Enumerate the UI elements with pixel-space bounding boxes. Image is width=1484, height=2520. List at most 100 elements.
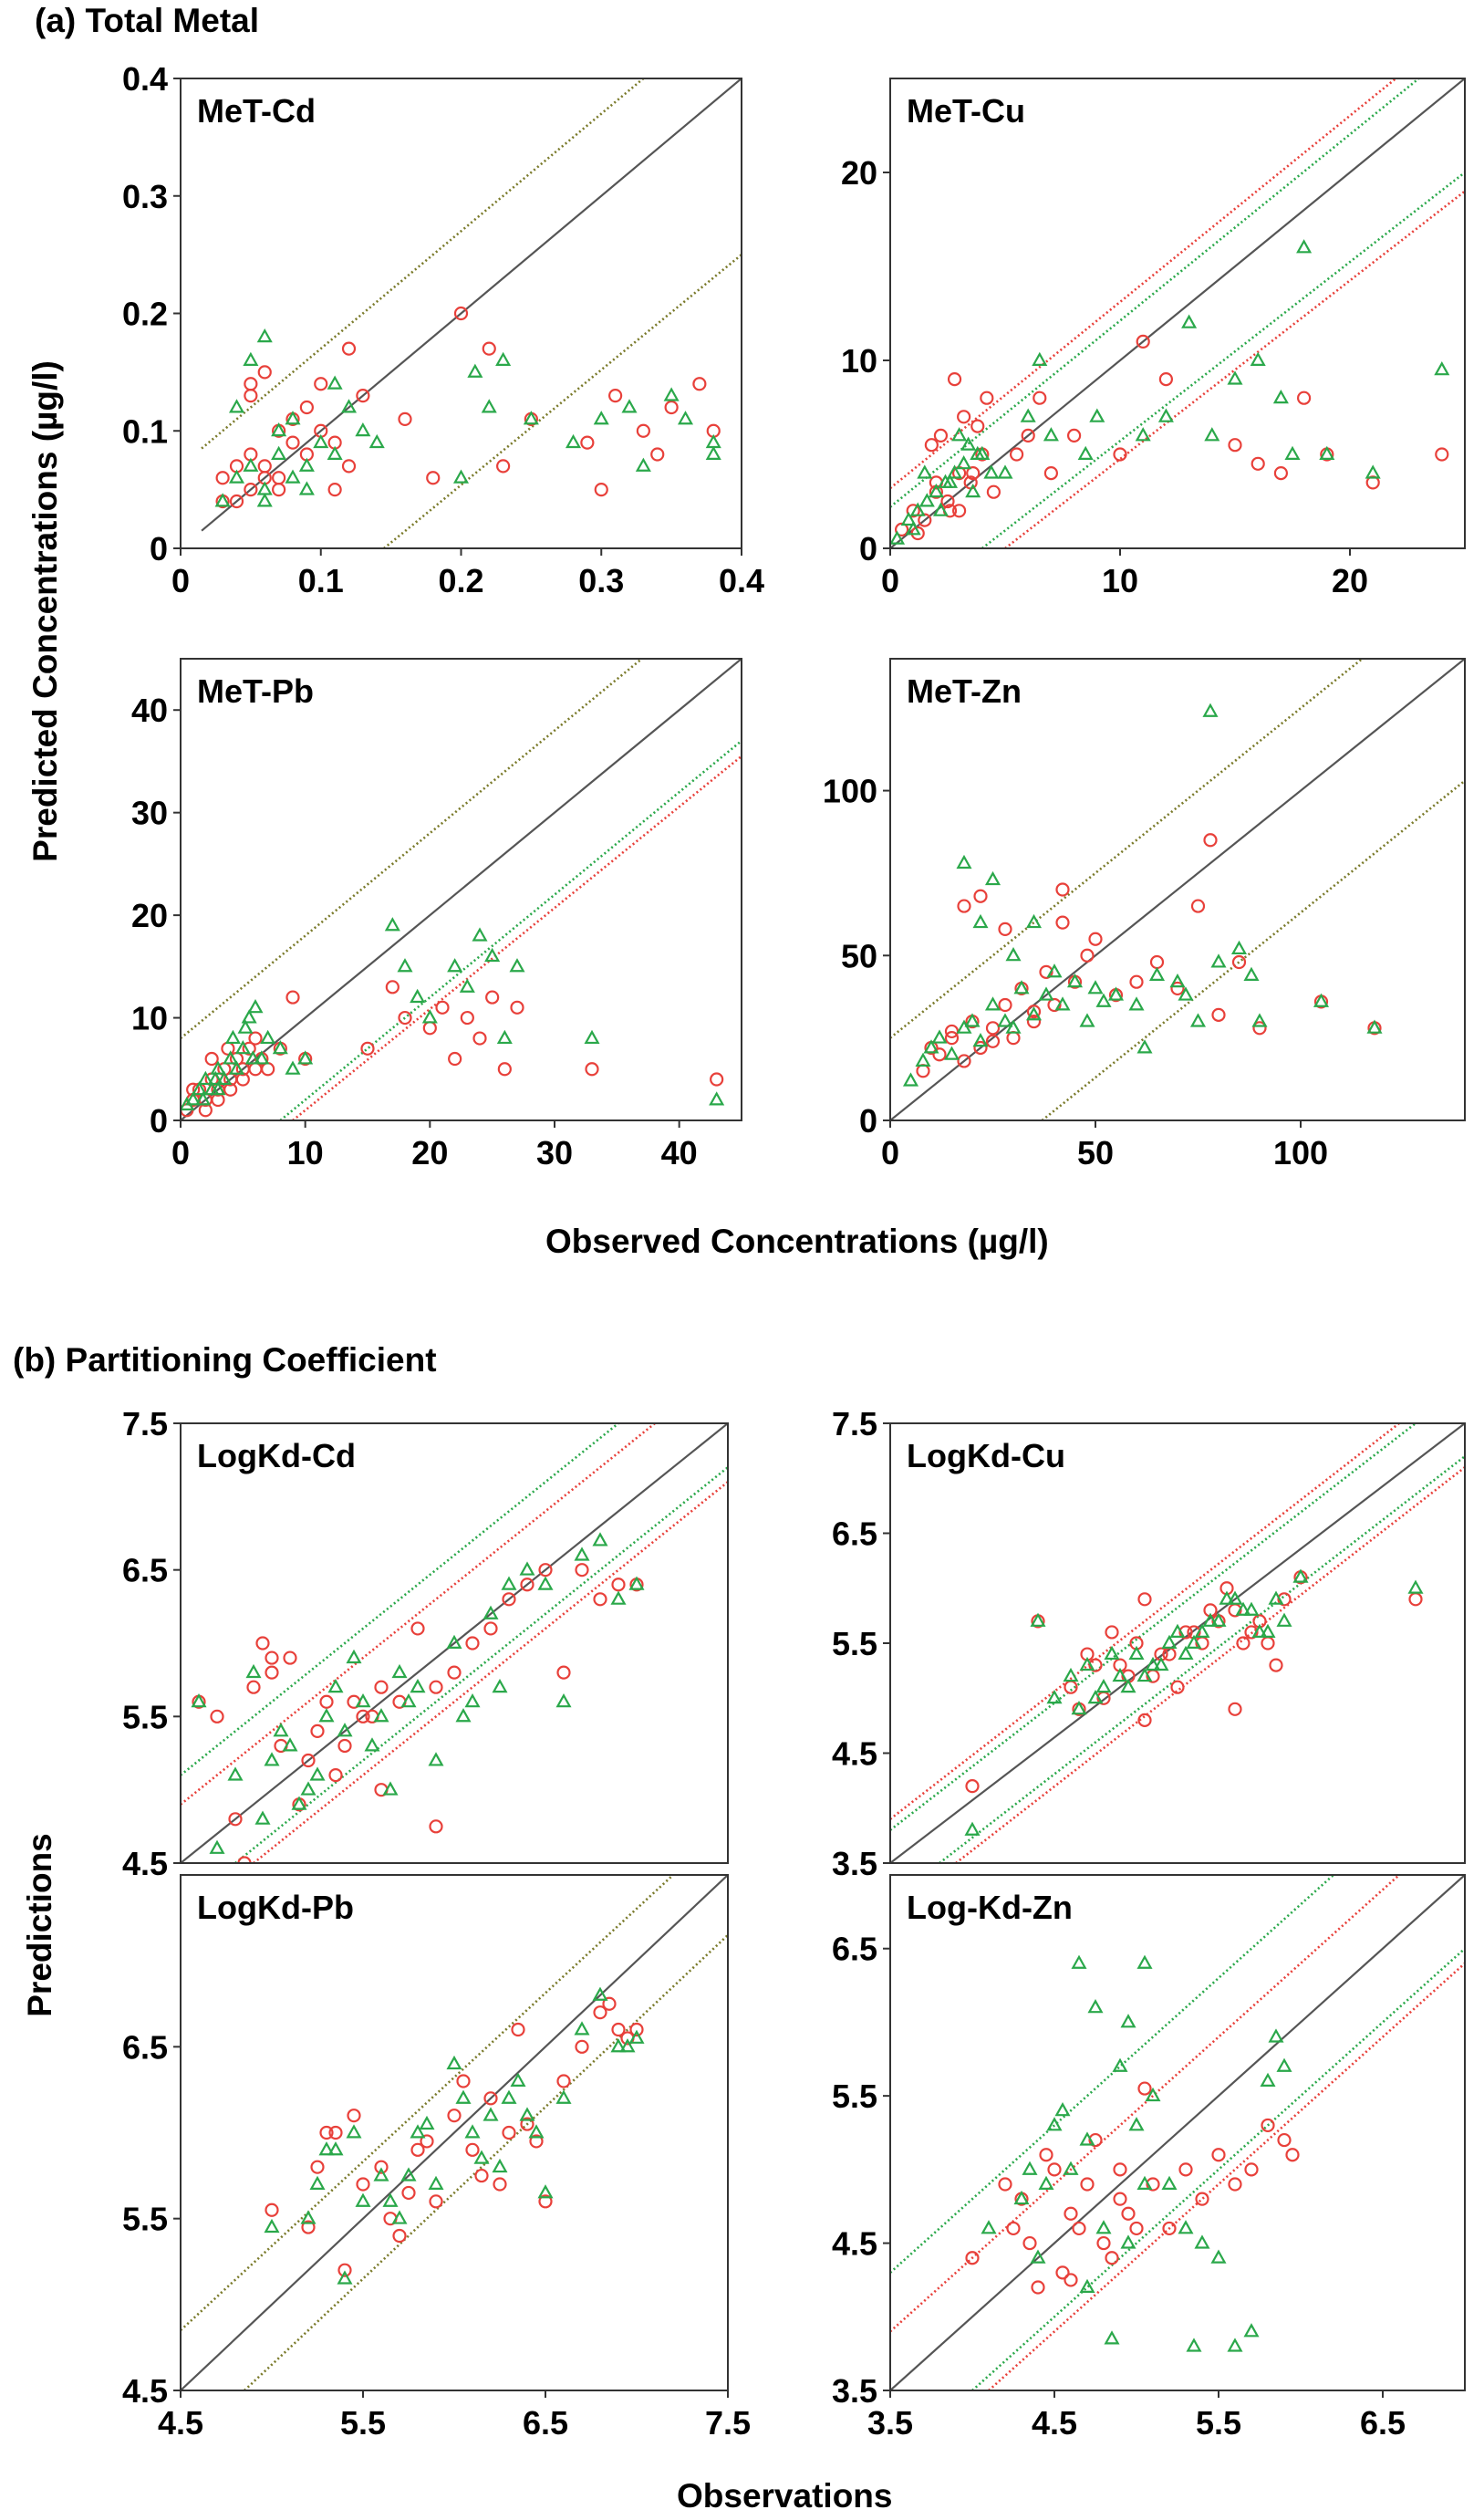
data-point-green (970, 445, 986, 460)
data-point-red (1033, 390, 1047, 405)
y-tick-label: 20 (131, 897, 168, 934)
data-point-green (902, 1072, 919, 1087)
data-point-green (1136, 2175, 1153, 2190)
one-to-one-line (181, 659, 742, 1120)
data-point-red (1009, 447, 1024, 462)
data-point-green (1079, 1656, 1095, 1671)
data-point-green (191, 1693, 207, 1708)
data-point-red (1408, 1592, 1423, 1607)
data-point-red (611, 1578, 626, 1592)
data-point-red (429, 2194, 443, 2209)
data-point-red (940, 494, 955, 509)
data-point-red (965, 1779, 980, 1794)
data-point-red (447, 1665, 462, 1680)
data-point-green (340, 399, 358, 413)
data-point-red (1105, 1625, 1119, 1640)
plot-frame (889, 658, 1466, 1121)
data-point-green (271, 422, 287, 437)
data-point-green (663, 387, 680, 401)
data-point-green (1095, 1678, 1112, 1693)
data-point-green (972, 1033, 989, 1047)
data-point-green (1243, 1601, 1260, 1616)
data-point-red (429, 1819, 443, 1834)
data-point-red (1228, 1702, 1242, 1716)
data-point-green (1194, 1623, 1210, 1638)
data-point-green (574, 1546, 590, 1561)
data-point-green (1235, 1601, 1251, 1616)
plot-area-1 (890, 78, 1465, 548)
data-point-green (1366, 1019, 1383, 1034)
data-point-green (364, 1737, 380, 1752)
data-point-green (984, 996, 1001, 1011)
x-tick-label: 20 (411, 1134, 448, 1171)
data-point-green (584, 1029, 600, 1045)
data-point-red (310, 2160, 325, 2174)
data-point-green (1319, 445, 1335, 460)
data-point-red (374, 1680, 389, 1694)
bound-line (1004, 190, 1465, 548)
data-point-red (319, 2125, 334, 2140)
data-point-green (254, 1050, 270, 1065)
y-tick-label: 20 (841, 154, 877, 192)
data-point-green (355, 422, 371, 437)
data-point-green (997, 464, 1013, 479)
y-tick-label: 0.1 (122, 412, 168, 450)
data-point-green (1260, 1623, 1276, 1638)
data-point-red (502, 1592, 516, 1607)
data-point-green (1227, 370, 1243, 385)
data-point-red (204, 1051, 219, 1067)
data-point-red (392, 2228, 407, 2244)
data-point-green (956, 1019, 972, 1034)
data-point-red (1055, 882, 1070, 897)
data-point-green (1079, 2131, 1095, 2146)
data-point-red (611, 2022, 626, 2037)
data-point-green (1120, 1678, 1136, 1693)
data-point-red (1251, 456, 1265, 471)
panel-2: MeT-Pb 0 10 20 30 40 0 10 20 30 40 (131, 658, 742, 1171)
data-point-red (502, 2125, 516, 2140)
data-point-green (260, 1029, 276, 1045)
data-point-green (1046, 963, 1063, 978)
data-point-red (1113, 2192, 1127, 2206)
y-tick-label: 10 (841, 342, 877, 380)
data-point-green (984, 870, 1001, 886)
data-point-red (520, 1578, 534, 1592)
data-point-green (1089, 408, 1105, 422)
data-point-green (1161, 1634, 1178, 1650)
data-point-green (309, 1766, 326, 1781)
data-point-red (265, 2202, 279, 2217)
data-point-green (327, 1678, 344, 1693)
data-point-red (255, 1636, 270, 1650)
data-point-red (1228, 2177, 1242, 2192)
data-point-green (1135, 427, 1151, 442)
data-point-green (523, 411, 539, 425)
data-point-red (585, 1062, 599, 1077)
data-point-red (1047, 2162, 1062, 2177)
data-point-red (265, 1650, 279, 1665)
data-point-green (1272, 389, 1289, 404)
data-point-green (337, 1723, 353, 1737)
bound-line (971, 1947, 1465, 2390)
data-point-green (981, 2220, 997, 2234)
x-tick-label: 20 (1332, 562, 1368, 599)
data-point-green (1210, 2249, 1227, 2264)
data-point-green (1145, 1656, 1161, 1671)
data-point-green (1161, 2175, 1178, 2190)
panel-title: MeT-Pb (197, 672, 314, 710)
data-point-red (1072, 2221, 1086, 2236)
data-point-green (956, 854, 972, 870)
data-point-red (1273, 465, 1289, 481)
data-point-green (1025, 913, 1043, 929)
plot-area-7 (890, 1875, 1465, 2390)
data-point-green (1204, 427, 1220, 442)
data-point-green (1095, 993, 1112, 1007)
y-tick-label: 0 (859, 1102, 877, 1140)
data-point-green (492, 2158, 508, 2173)
data-point-green (1284, 445, 1301, 460)
data-point-red (608, 389, 623, 403)
data-point-red (664, 400, 679, 415)
data-point-red (221, 1041, 235, 1056)
y-tick-label: 10 (131, 1000, 168, 1037)
plot-area-2 (181, 659, 742, 1120)
data-point-green (1063, 1667, 1079, 1682)
